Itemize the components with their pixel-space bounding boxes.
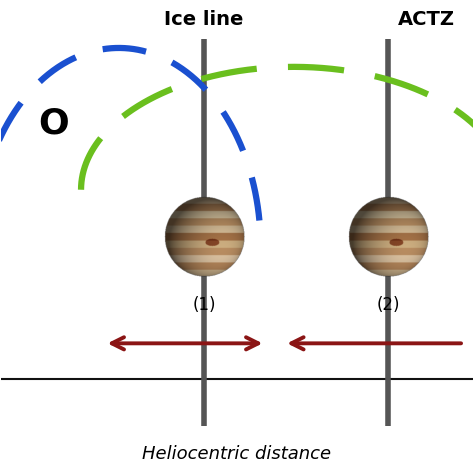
Text: O: O: [38, 107, 69, 141]
Text: Ice line: Ice line: [164, 10, 244, 29]
Text: (2): (2): [376, 296, 400, 314]
Text: ACTZ: ACTZ: [398, 10, 455, 29]
Text: Heliocentric distance: Heliocentric distance: [143, 446, 331, 464]
Text: (1): (1): [192, 296, 216, 314]
